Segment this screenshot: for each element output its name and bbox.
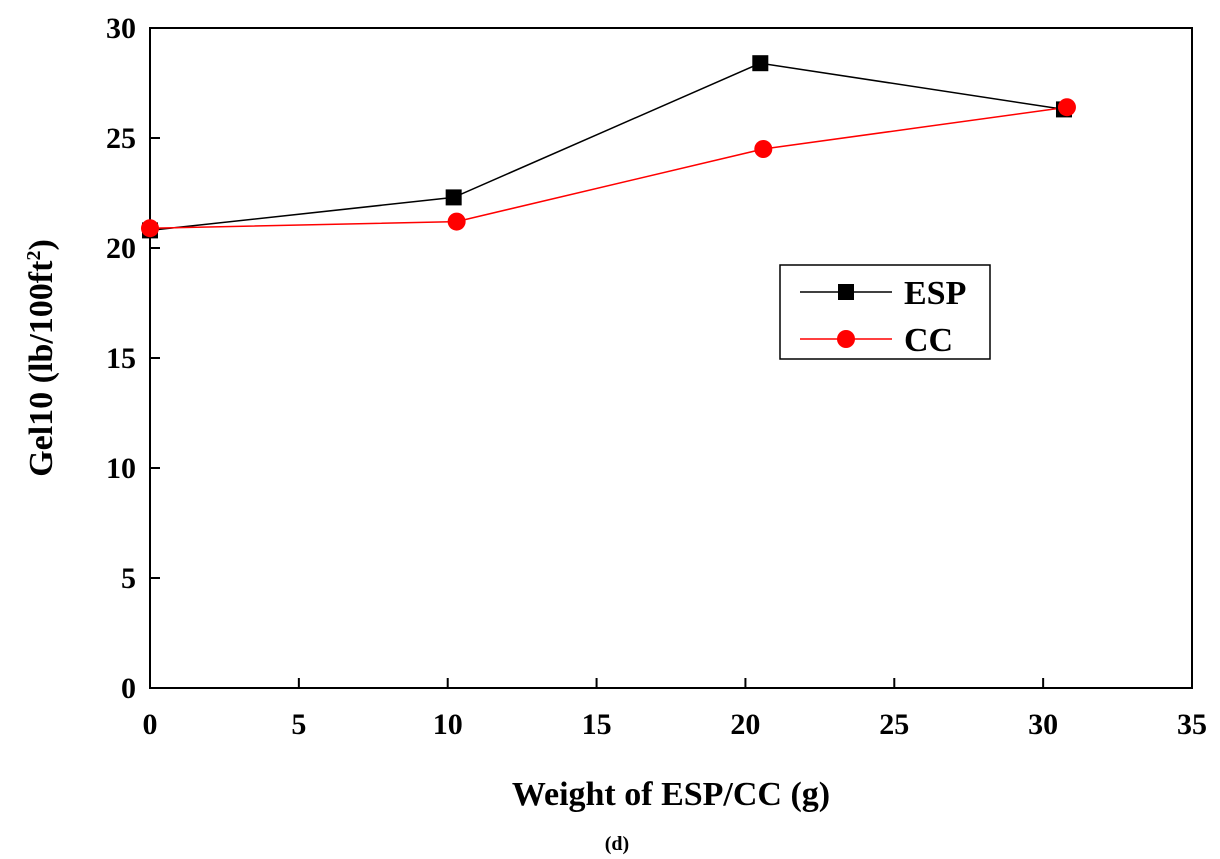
y-tick-label: 30 xyxy=(106,12,136,45)
y-tick-label: 20 xyxy=(106,232,136,265)
data-point-cc xyxy=(447,212,466,231)
x-axis-ticks: 0 5 10 15 20 25 30 35 xyxy=(143,678,1207,741)
series-markers xyxy=(141,55,1076,239)
series-line-esp xyxy=(149,62,1065,232)
y-tick-label: 25 xyxy=(106,122,136,155)
data-point-esp xyxy=(445,189,462,206)
y-axis-title-main: Gel10 (lb/100ft xyxy=(23,260,60,477)
legend: ESP CC xyxy=(779,264,991,360)
y-axis-ticks: 0 5 10 15 20 25 30 xyxy=(106,12,160,705)
y-tick-label: 5 xyxy=(121,562,136,595)
legend-marker-cc xyxy=(837,330,855,348)
y-axis-title-superscript: 2 xyxy=(23,251,45,261)
x-tick-label: 35 xyxy=(1177,708,1207,741)
y-tick-label: 0 xyxy=(121,672,136,705)
y-axis-title-close: ) xyxy=(23,239,60,250)
x-tick-label: 15 xyxy=(582,708,612,741)
x-tick-label: 10 xyxy=(433,708,463,741)
x-tick-label: 0 xyxy=(143,708,158,741)
x-tick-label: 20 xyxy=(730,708,760,741)
figure-caption: (d) xyxy=(605,833,629,855)
data-point-cc xyxy=(141,219,159,238)
legend-marker-esp xyxy=(838,284,854,300)
series-line-cc xyxy=(149,106,1068,229)
x-axis-title: Weight of ESP/CC (g) xyxy=(512,776,830,813)
data-point-cc xyxy=(754,140,773,158)
legend-box xyxy=(779,264,991,360)
data-point-cc xyxy=(1057,98,1076,117)
y-axis-title: Gel10 (lb/100ft2) xyxy=(23,239,60,477)
x-tick-label: 30 xyxy=(1028,708,1058,741)
data-point-esp xyxy=(752,55,769,72)
legend-label-cc: CC xyxy=(904,322,953,359)
series-lines xyxy=(149,62,1068,232)
x-tick-label: 25 xyxy=(879,708,909,741)
y-tick-label: 15 xyxy=(106,342,136,375)
y-tick-label: 10 xyxy=(106,452,136,485)
x-tick-label: 5 xyxy=(291,708,306,741)
plot-frame xyxy=(149,27,1193,689)
legend-label-esp: ESP xyxy=(904,275,966,312)
